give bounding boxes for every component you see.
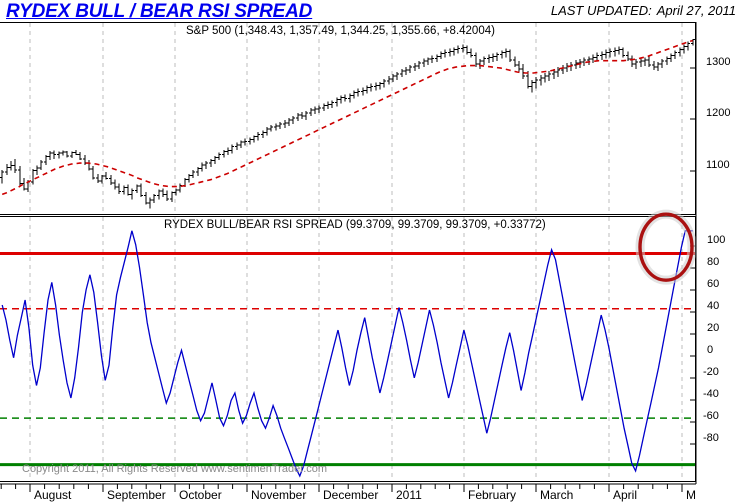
rydex-y-tick: 60 [707, 278, 720, 290]
x-axis-tick-label: April [613, 488, 638, 502]
rydex-y-tick: -80 [703, 432, 719, 444]
sp500-y-tick: 1100 [706, 159, 730, 171]
rydex-y-tick: 20 [707, 322, 720, 334]
x-axis-tick-label: November [251, 488, 307, 502]
copyright-notice: Copyright 2011, All Rights Reserved www.… [22, 463, 328, 475]
rydex-y-tick: 0 [707, 344, 714, 356]
x-axis-tick-label: December [323, 488, 379, 502]
sp500-price-panel: S&P 500 (1,348.43, 1,357.49, 1,344.25, 1… [0, 22, 696, 215]
last-updated-label: LAST UPDATED: [550, 3, 652, 18]
sp500-plot-label: S&P 500 (1,348.43, 1,357.49, 1,344.25, 1… [186, 25, 495, 37]
sp500-plot-canvas [0, 23, 695, 214]
last-updated: LAST UPDATED: April 27, 2011 [551, 3, 736, 18]
rydex-y-tick: -60 [703, 410, 719, 422]
rydex-y-tick: 100 [707, 234, 726, 246]
rydex-plot-canvas [0, 209, 697, 481]
rydex-y-tick: 80 [707, 256, 720, 268]
rydex-rsi-spread-panel: RYDEX BULL/BEAR RSI SPREAD (99.3709, 99.… [0, 209, 697, 482]
last-updated-value: April 27, 2011 [656, 3, 736, 18]
sp500-y-tick: 1300 [706, 56, 731, 68]
x-axis-tick-label: M [686, 488, 696, 502]
rydex-y-tick: -20 [703, 366, 719, 378]
sp500-y-tick: 1200 [706, 107, 731, 119]
rydex-y-tick: -40 [703, 388, 719, 400]
rydex-plot-label: RYDEX BULL/BEAR RSI SPREAD (99.3709, 99.… [164, 219, 546, 231]
rydex-y-tick: 40 [707, 300, 720, 312]
x-axis-tick-label: September [107, 488, 166, 502]
x-axis-tick-label: October [179, 488, 222, 502]
page-title: RYDEX BULL / BEAR RSI SPREAD [6, 1, 313, 22]
x-axis-tick-label: August [34, 488, 72, 502]
x-axis-tick-label: 2011 [396, 488, 422, 502]
x-axis-tick-label: February [468, 488, 517, 502]
x-axis-tick-label: March [540, 488, 574, 502]
